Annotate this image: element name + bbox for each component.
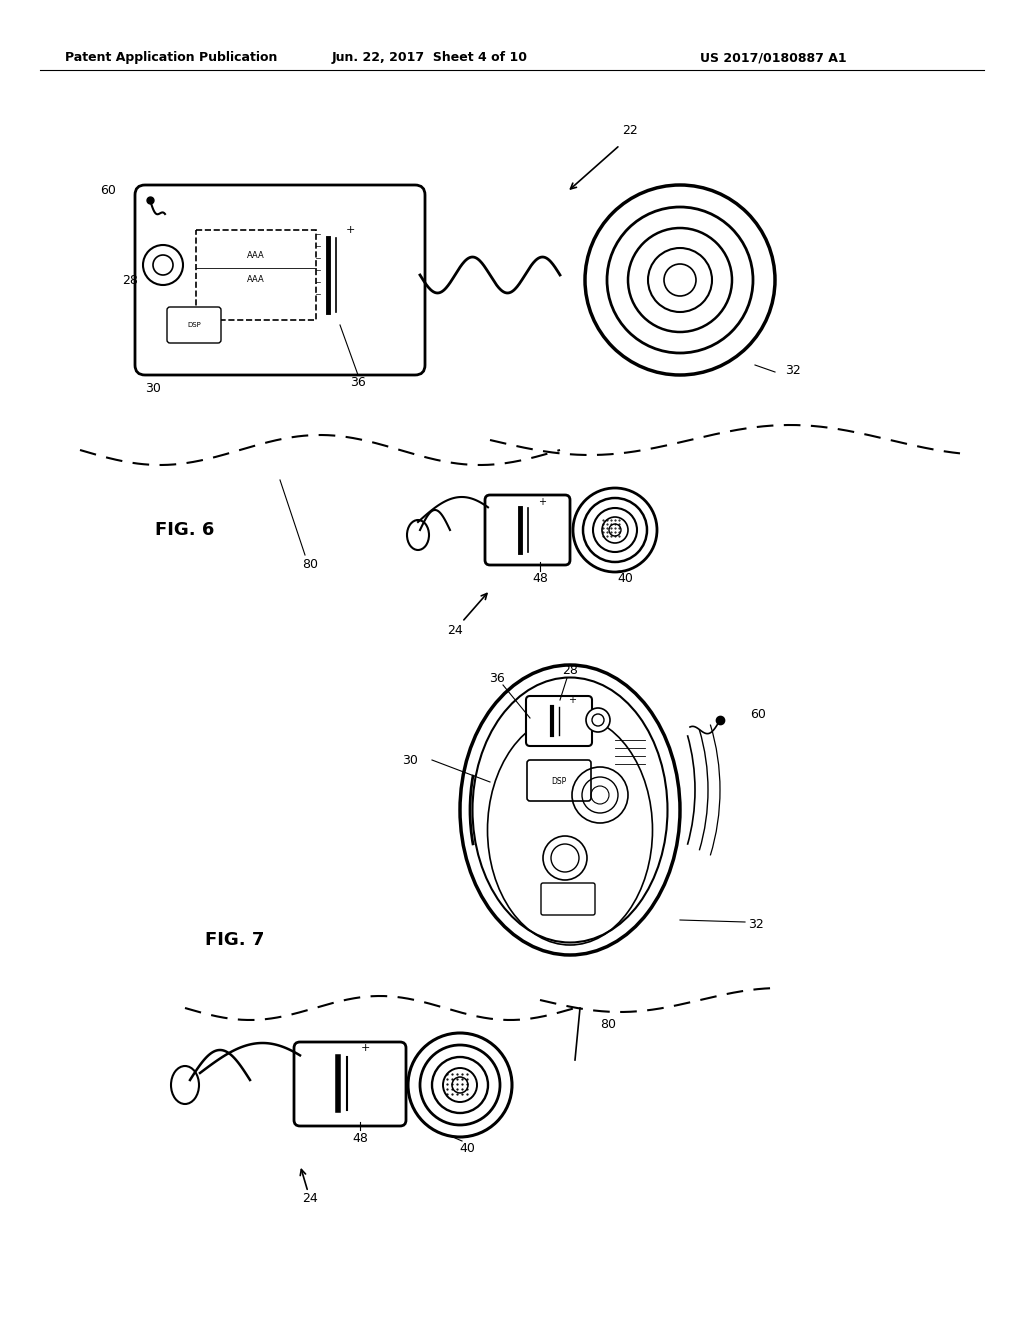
Text: US 2017/0180887 A1: US 2017/0180887 A1	[700, 51, 847, 65]
Text: DSP: DSP	[187, 322, 201, 327]
Circle shape	[586, 708, 610, 733]
Text: 24: 24	[447, 623, 463, 636]
FancyBboxPatch shape	[167, 308, 221, 343]
Bar	[196, 230, 316, 319]
Text: +: +	[538, 498, 546, 507]
FancyBboxPatch shape	[135, 185, 425, 375]
Text: 36: 36	[489, 672, 505, 685]
Text: AAA: AAA	[247, 252, 265, 260]
Text: 80: 80	[302, 558, 318, 572]
Text: 80: 80	[600, 1019, 616, 1031]
FancyBboxPatch shape	[527, 760, 591, 801]
FancyBboxPatch shape	[526, 696, 592, 746]
FancyBboxPatch shape	[485, 495, 570, 565]
Circle shape	[153, 255, 173, 275]
Text: 28: 28	[562, 664, 578, 676]
Ellipse shape	[407, 520, 429, 550]
Circle shape	[592, 714, 604, 726]
Text: 32: 32	[748, 919, 764, 932]
Text: DSP: DSP	[551, 776, 566, 785]
Text: Patent Application Publication: Patent Application Publication	[65, 51, 278, 65]
Text: +: +	[345, 224, 354, 235]
Ellipse shape	[171, 1067, 199, 1104]
Circle shape	[143, 246, 183, 285]
FancyBboxPatch shape	[294, 1041, 406, 1126]
Text: 30: 30	[402, 754, 418, 767]
Text: 60: 60	[750, 709, 766, 722]
Text: +: +	[360, 1043, 370, 1053]
Text: FIG. 6: FIG. 6	[155, 521, 214, 539]
Text: 48: 48	[532, 572, 548, 585]
Text: 32: 32	[785, 363, 801, 376]
Text: 40: 40	[617, 572, 633, 585]
Text: 30: 30	[145, 381, 161, 395]
Text: FIG. 7: FIG. 7	[205, 931, 264, 949]
Text: Jun. 22, 2017  Sheet 4 of 10: Jun. 22, 2017 Sheet 4 of 10	[332, 51, 528, 65]
Text: +: +	[568, 696, 575, 705]
Text: AAA: AAA	[247, 276, 265, 285]
Text: 22: 22	[623, 124, 638, 136]
Text: 60: 60	[100, 183, 116, 197]
Text: 36: 36	[350, 375, 366, 388]
Ellipse shape	[460, 665, 680, 954]
Text: 28: 28	[122, 273, 138, 286]
Text: 40: 40	[459, 1142, 475, 1155]
Text: 24: 24	[302, 1192, 317, 1204]
Text: 48: 48	[352, 1131, 368, 1144]
